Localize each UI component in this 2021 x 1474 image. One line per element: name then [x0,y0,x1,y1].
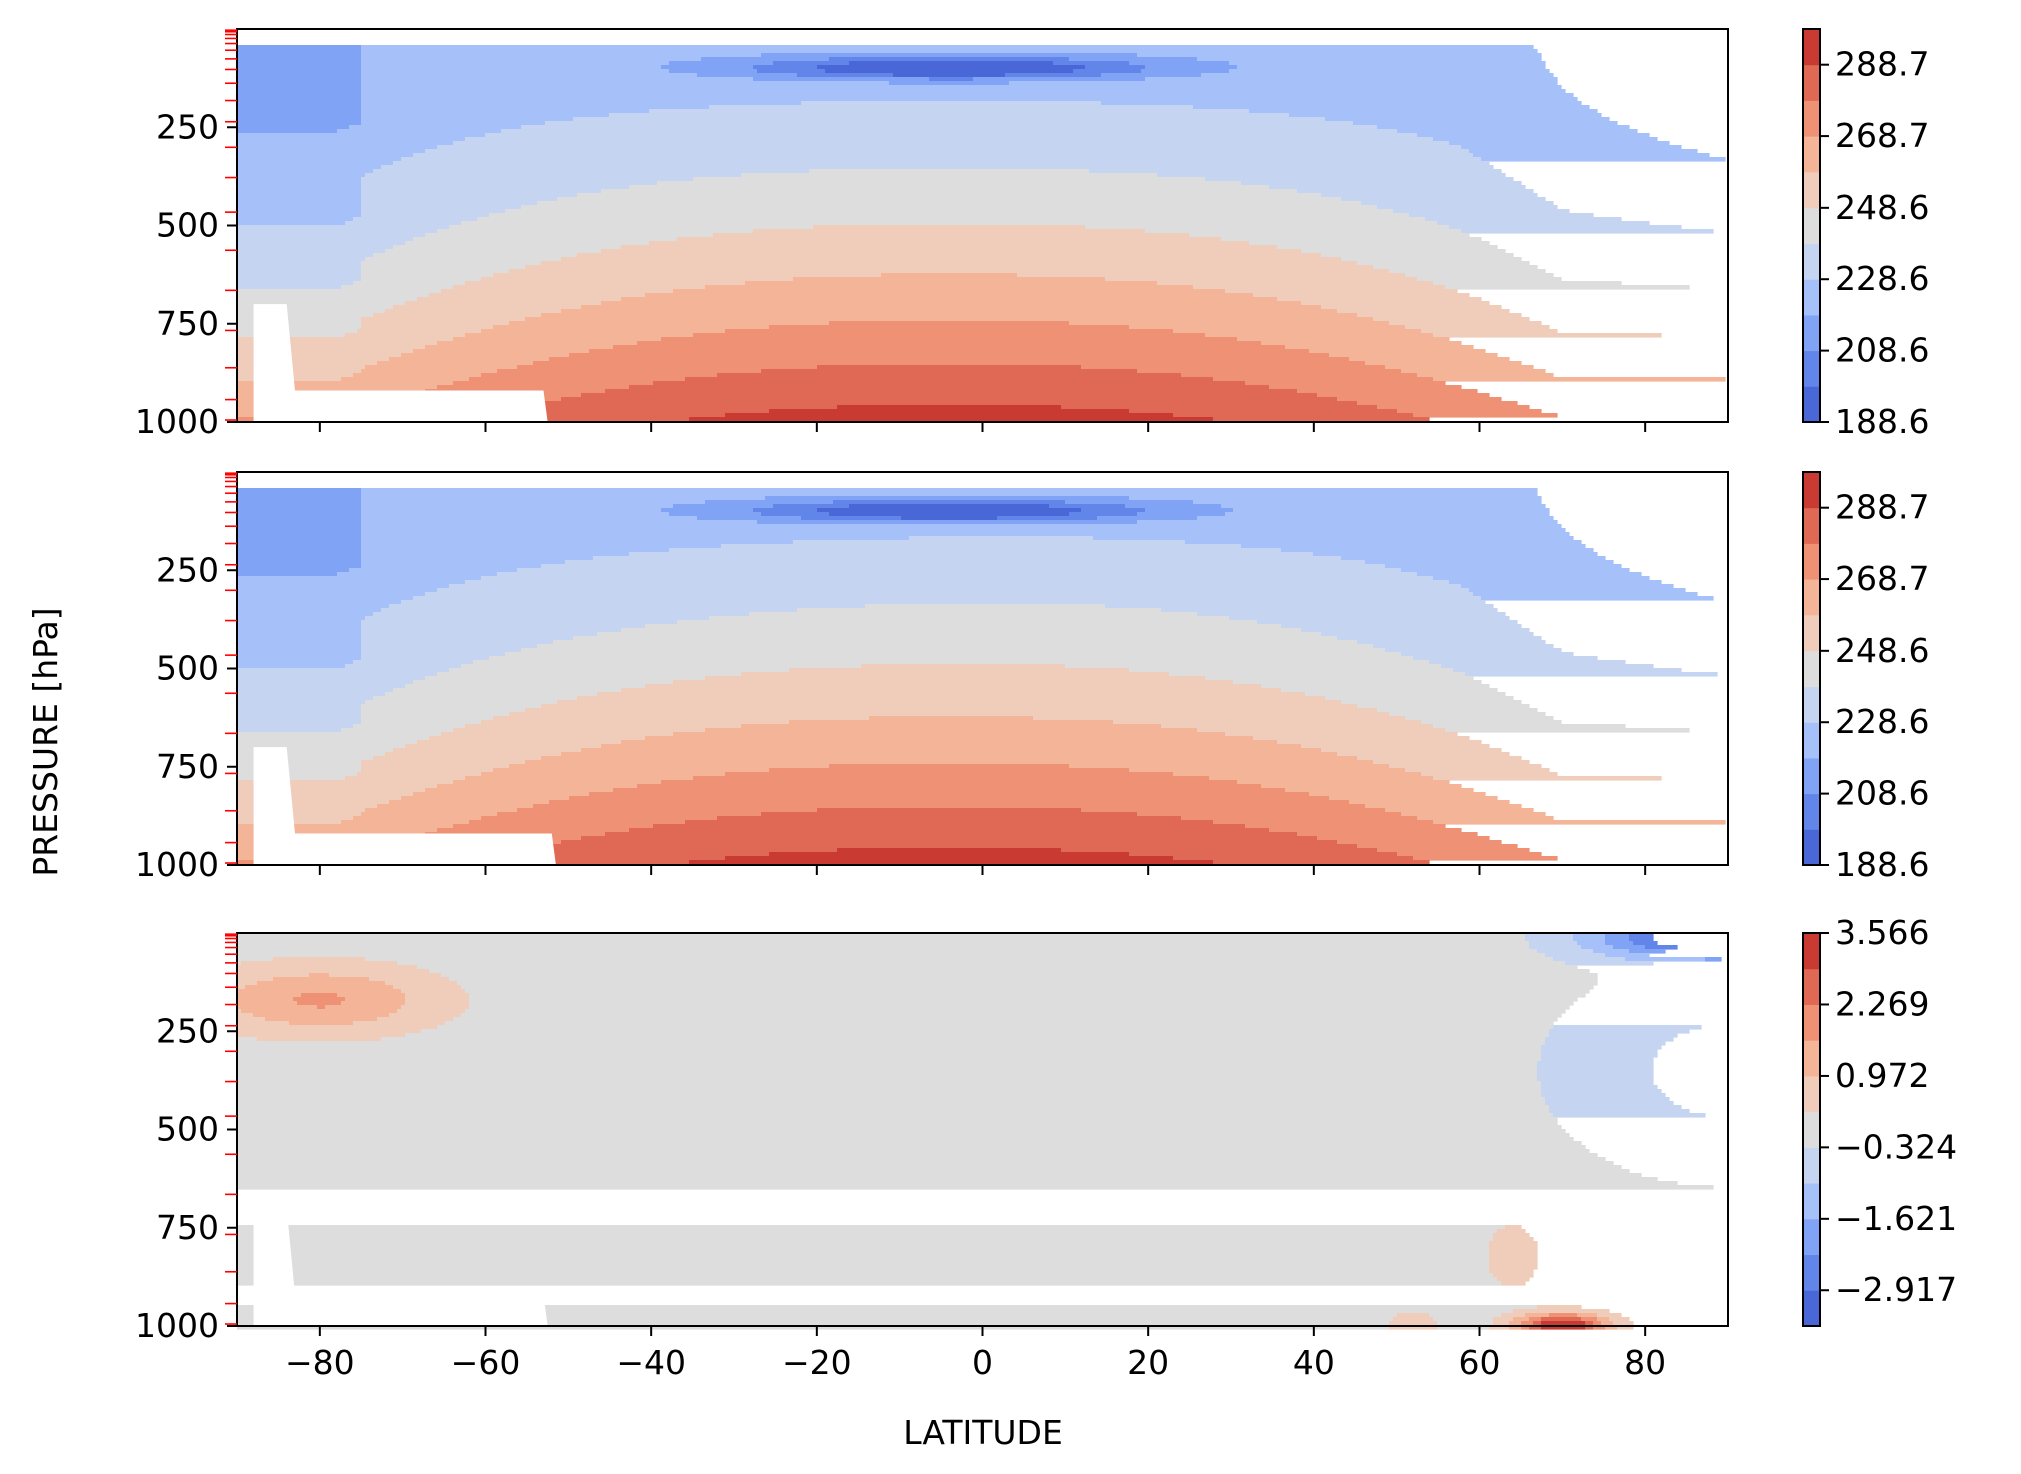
y-tick-label: 1000 [135,1306,219,1345]
colorbar-tick-label: 288.7 [1835,45,1929,84]
colorbar-segment [1803,1075,1820,1113]
colorbar-tick-label: −1.621 [1835,1199,1957,1238]
colorbar-segment [1803,1183,1820,1220]
colorbar-segment [1803,1147,1820,1184]
x-tick-label: −80 [285,1343,355,1382]
panel-3-colorbar: −2.917 −1.621 −0.324 0.972 2.269 3.566 [1802,913,1957,1327]
colorbar-segment [1803,757,1820,795]
y-tick-label: 500 [156,206,219,245]
colorbar-segment [1803,1218,1820,1256]
colorbar-segment [1803,136,1820,173]
y-tick-label: 250 [156,107,219,146]
panels: 250 500 750 1000 188.6 208.6 228.6 248.6 268.7 28… [135,28,1957,1382]
colorbar-segment [1803,243,1820,280]
colorbar-tick-label: 228.6 [1835,702,1929,741]
missing-data-region [253,747,556,865]
colorbar-tick-label: 248.6 [1835,188,1929,227]
colorbar-tick-label: 208.6 [1835,331,1929,370]
y-tick-label: 1000 [135,845,219,884]
colorbar-frame [1802,932,1821,1327]
y-tick-label: 500 [156,649,219,688]
panel-3-field [237,933,1722,1330]
colorbar-segment [1803,171,1820,209]
panel-2-colorbar: 188.6 208.6 228.6 248.6 268.7 288.7 [1802,471,1929,884]
colorbar-segment [1803,1111,1820,1148]
colorbar-segment [1803,722,1820,759]
panel-3: 250 500 750 1000 −80 −60 −40 −20 0 20 40 60 80 −2.917… [135,913,1957,1382]
colorbar-segment [1803,507,1820,544]
x-tick-label: −20 [782,1343,852,1382]
y-tick-label: 750 [156,747,219,786]
colorbar-segment [1803,686,1820,723]
colorbar-tick-label: 268.7 [1835,559,1929,598]
x-tick-label: 40 [1293,1343,1335,1382]
colorbar-segment [1803,933,1820,970]
colorbar-segment [1803,29,1820,66]
y-tick-label: 250 [156,550,219,589]
x-tick-label: 80 [1624,1343,1666,1382]
colorbar-tick-label: 288.7 [1835,488,1929,527]
colorbar-tick-label: 3.566 [1835,913,1929,952]
colorbar-segment [1803,1254,1820,1291]
x-axis-label: LATITUDE [903,1413,1063,1452]
colorbar-tick-label: 248.6 [1835,631,1929,670]
colorbar-tick-label: 208.6 [1835,774,1929,813]
y-tick-label: 750 [156,1208,219,1247]
y-axis-label: PRESSURE [hPa] [26,607,65,876]
colorbar-segment [1803,279,1820,316]
y-tick-label: 250 [156,1011,219,1050]
colorbar-segment [1803,1040,1820,1077]
colorbar-segment [1803,543,1820,580]
colorbar-segment [1803,350,1820,387]
colorbar-tick-label: 2.269 [1835,984,1929,1023]
panel-1: 250 500 750 1000 188.6 208.6 228.6 248.6 268.7 28… [135,28,1929,441]
colorbar-segment [1803,100,1820,137]
colorbar-segment [1803,829,1820,866]
colorbar-segment [1803,1004,1820,1041]
panel-2: 250 500 750 1000 188.6 208.6 228.6 248.6 268.7 28… [135,471,1929,884]
x-tick-label: −40 [616,1343,686,1382]
colorbar-tick-label: 0.972 [1835,1056,1929,1095]
colorbar-segment [1803,579,1820,616]
colorbar-frame [1802,28,1821,423]
x-tick-label: 60 [1459,1343,1501,1382]
panel-1-colorbar: 188.6 208.6 228.6 248.6 268.7 288.7 [1802,28,1929,441]
colorbar-segment [1803,386,1820,423]
colorbar-segment [1803,314,1820,352]
colorbar-segment [1803,793,1820,830]
missing-data-region [253,304,548,422]
colorbar-tick-label: 188.6 [1835,845,1929,884]
colorbar-segment [1803,472,1820,509]
y-tick-label: 750 [156,304,219,343]
missing-data-region [253,1208,548,1326]
colorbar-segment [1803,650,1820,688]
colorbar-tick-label: −0.324 [1835,1127,1957,1166]
colorbar-segment [1803,1290,1820,1327]
colorbar-segment [1803,207,1820,245]
colorbar-segment [1803,968,1820,1005]
colorbar-segment [1803,64,1820,101]
y-tick-label: 1000 [135,402,219,441]
x-tick-label: −60 [451,1343,521,1382]
y-tick-label: 500 [156,1110,219,1149]
panel-1-field [237,45,1726,422]
x-tick-label: 20 [1127,1343,1169,1382]
colorbar-frame [1802,471,1821,866]
colorbar-tick-label: 268.7 [1835,116,1929,155]
colorbar-tick-label: 188.6 [1835,402,1929,441]
colorbar-segment [1803,614,1820,652]
colorbar-tick-label: 228.6 [1835,259,1929,298]
x-tick-label: 0 [972,1343,993,1382]
panel-2-field [237,488,1726,865]
colorbar-tick-label: −2.917 [1835,1270,1957,1309]
